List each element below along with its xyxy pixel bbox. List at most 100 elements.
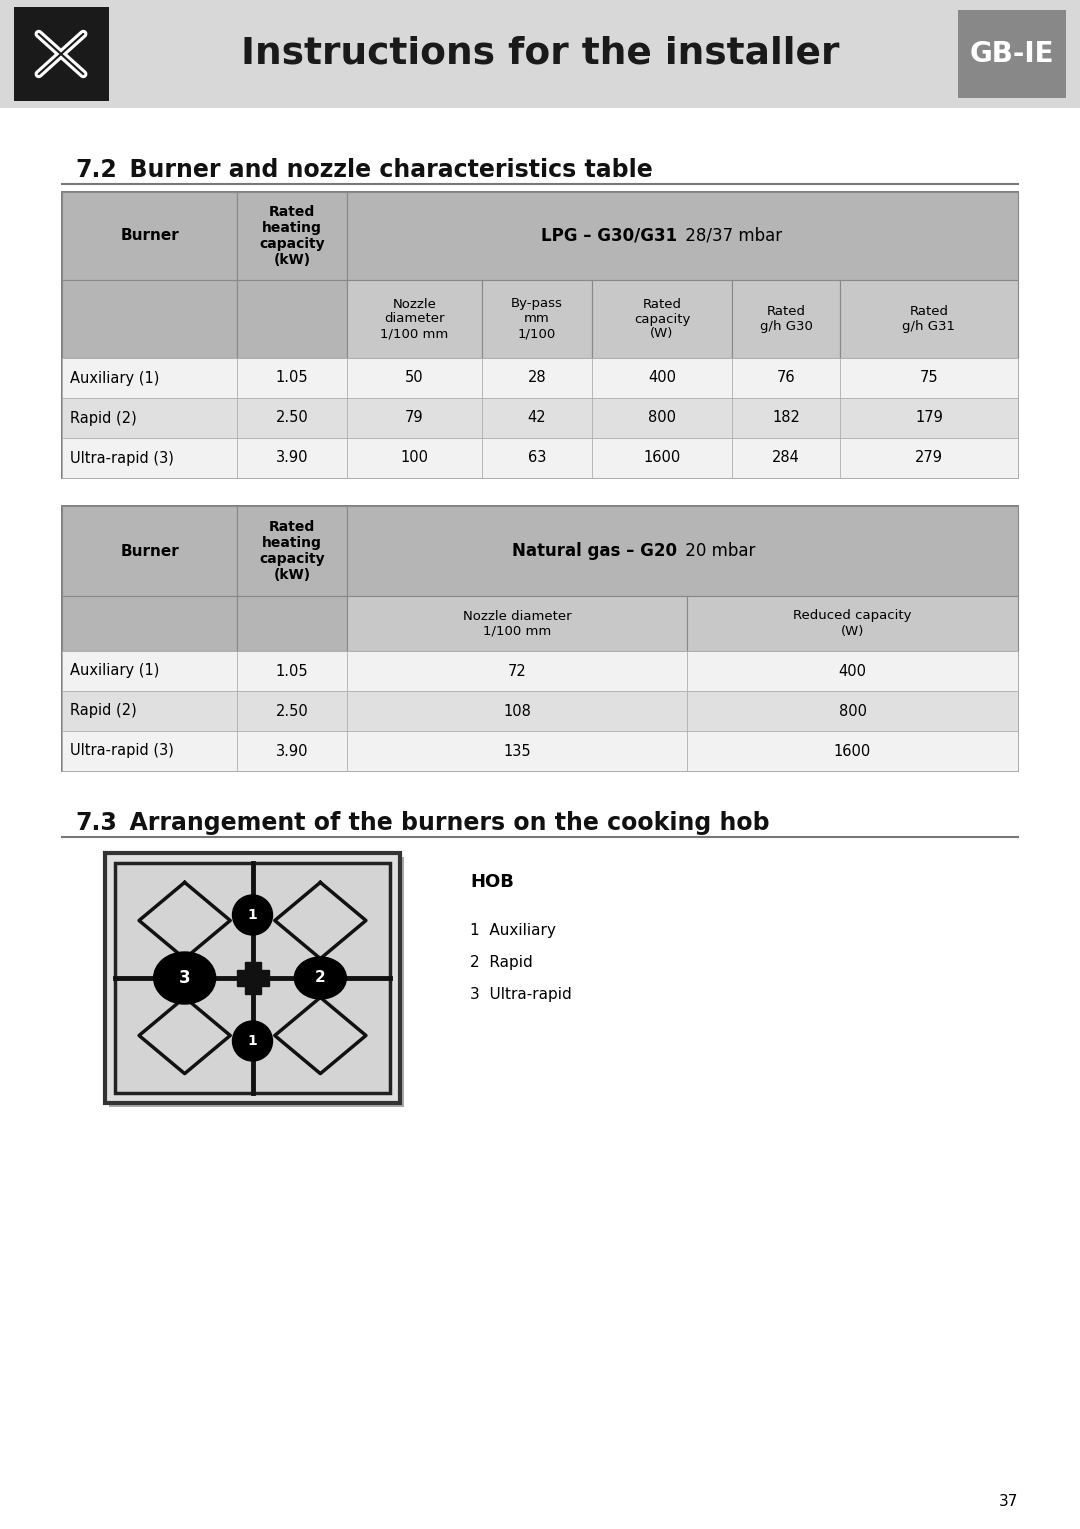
Text: 279: 279	[915, 451, 943, 465]
Bar	[0, 0, 1080, 109]
Text: Reduced capacity
(W): Reduced capacity (W)	[793, 610, 912, 638]
Text: 79: 79	[405, 410, 423, 425]
Text: 2: 2	[315, 971, 326, 986]
Text: 1.05: 1.05	[275, 664, 308, 679]
Text: 75: 75	[920, 370, 939, 385]
Bar	[732, 358, 840, 398]
Text: Rapid (2): Rapid (2)	[70, 410, 137, 425]
Ellipse shape	[295, 957, 347, 998]
Text: 3  Ultra-rapid: 3 Ultra-rapid	[470, 988, 571, 1003]
Bar	[62, 193, 237, 280]
Text: 182: 182	[772, 410, 800, 425]
Text: 7.3: 7.3	[75, 810, 117, 835]
Bar	[237, 280, 347, 358]
Bar	[482, 398, 592, 437]
Bar	[237, 651, 347, 691]
Bar	[237, 437, 347, 479]
Bar	[62, 506, 237, 596]
Bar	[347, 651, 687, 691]
Bar	[347, 437, 482, 479]
Text: 37: 37	[999, 1494, 1018, 1509]
Bar	[347, 731, 687, 771]
Text: 100: 100	[401, 451, 429, 465]
Bar	[62, 506, 1018, 771]
Bar	[687, 691, 1018, 731]
Text: 800: 800	[648, 410, 676, 425]
Text: 2.50: 2.50	[275, 410, 309, 425]
Bar	[592, 437, 732, 479]
Text: Rated
g/h G30: Rated g/h G30	[759, 304, 812, 333]
Bar	[62, 691, 237, 731]
Text: 42: 42	[528, 410, 546, 425]
Text: 2  Rapid: 2 Rapid	[470, 956, 532, 971]
Bar	[237, 358, 347, 398]
Circle shape	[232, 1021, 272, 1061]
Bar	[237, 691, 347, 731]
Bar	[347, 358, 482, 398]
Bar	[958, 11, 1066, 98]
Text: By-pass
mm
1/100: By-pass mm 1/100	[511, 298, 563, 341]
Text: Burner: Burner	[120, 228, 179, 243]
Bar	[840, 358, 1018, 398]
Bar	[482, 280, 592, 358]
Text: 1600: 1600	[834, 743, 872, 758]
Bar	[592, 398, 732, 437]
Bar	[62, 398, 237, 437]
Text: HOB: HOB	[470, 873, 514, 891]
Bar	[62, 596, 237, 651]
Bar	[347, 596, 687, 651]
Text: 135: 135	[503, 743, 530, 758]
Bar	[109, 856, 404, 1107]
Text: 800: 800	[838, 703, 866, 719]
Text: Arrangement of the burners on the cooking hob: Arrangement of the burners on the cookin…	[113, 810, 770, 835]
Bar	[237, 731, 347, 771]
Text: 63: 63	[528, 451, 546, 465]
Bar	[687, 731, 1018, 771]
Text: 76: 76	[777, 370, 795, 385]
Text: 1: 1	[247, 908, 257, 922]
Bar	[237, 398, 347, 437]
Text: 108: 108	[503, 703, 531, 719]
Bar	[62, 358, 237, 398]
Text: Natural gas – G20: Natural gas – G20	[513, 541, 677, 560]
Bar	[347, 193, 1018, 280]
Bar	[482, 437, 592, 479]
Text: Rated
capacity
(W): Rated capacity (W)	[634, 298, 690, 341]
Bar	[840, 437, 1018, 479]
Text: 2.50: 2.50	[275, 703, 309, 719]
Text: Auxiliary (1): Auxiliary (1)	[70, 370, 160, 385]
Bar	[347, 398, 482, 437]
Text: 72: 72	[508, 664, 526, 679]
Text: 20 mbar: 20 mbar	[679, 541, 755, 560]
Text: 179: 179	[915, 410, 943, 425]
Text: Ultra-rapid (3): Ultra-rapid (3)	[70, 451, 174, 465]
Text: Rated
g/h G31: Rated g/h G31	[903, 304, 956, 333]
Bar	[114, 862, 390, 1093]
Text: 1600: 1600	[644, 451, 680, 465]
Text: Ultra-rapid (3): Ultra-rapid (3)	[70, 743, 174, 758]
Bar	[62, 651, 237, 691]
Bar	[347, 280, 482, 358]
Text: 28: 28	[528, 370, 546, 385]
Bar	[732, 280, 840, 358]
Polygon shape	[237, 962, 269, 994]
Bar	[732, 437, 840, 479]
Bar	[592, 358, 732, 398]
Bar	[482, 358, 592, 398]
Ellipse shape	[153, 953, 216, 1005]
Text: 3.90: 3.90	[275, 451, 308, 465]
Bar	[105, 853, 400, 1102]
Bar	[237, 193, 347, 280]
Bar	[687, 651, 1018, 691]
Bar	[237, 506, 347, 596]
Text: 1: 1	[247, 1034, 257, 1047]
Bar	[347, 691, 687, 731]
Bar	[732, 398, 840, 437]
Text: Rated
heating
capacity
(kW): Rated heating capacity (kW)	[259, 520, 325, 583]
Text: 400: 400	[838, 664, 866, 679]
Bar	[14, 8, 109, 101]
Text: 50: 50	[405, 370, 423, 385]
Circle shape	[232, 894, 272, 936]
Bar	[840, 280, 1018, 358]
Text: Nozzle diameter
1/100 mm: Nozzle diameter 1/100 mm	[462, 610, 571, 638]
